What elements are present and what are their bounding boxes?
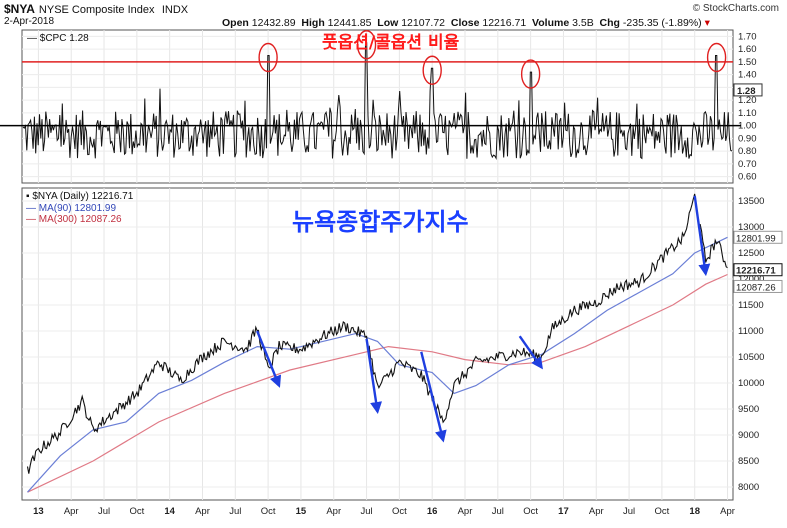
x-tick-label: Apr (720, 506, 735, 517)
nya-y-tick-label: 11000 (738, 326, 764, 337)
cpc-y-tick-label: 0.60 (738, 172, 757, 183)
high-label: High (301, 17, 325, 29)
symbol-text: $NYA (4, 2, 35, 16)
cpc-y-tick-label: 1.70 (738, 31, 757, 42)
ma300-line (27, 273, 728, 493)
nya-last-label-box (733, 263, 783, 277)
x-tick-label: 14 (164, 506, 175, 517)
chg-label: Chg (599, 17, 620, 29)
nya-y-tick-label: 12000 (738, 274, 764, 285)
volume-value: 3.5B (572, 17, 594, 29)
chart-symbol: $NYA NYSE Composite Index INDX (4, 2, 188, 16)
x-tick-label: Apr (326, 506, 341, 517)
ma90-line (27, 236, 728, 493)
x-tick-label: Oct (523, 506, 538, 517)
peak-highlight-circle (706, 42, 727, 73)
ohlc-readout: Open 12432.89 High 12441.85 Low 12107.72… (222, 17, 710, 29)
x-tick-label: Oct (655, 506, 670, 517)
x-tick-label: Oct (392, 506, 407, 517)
down-arrow (518, 335, 543, 370)
cpc-y-tick-label: 1.50 (738, 57, 757, 68)
nya-legend-ma90: — MA(90) 12801.99 (26, 203, 116, 214)
nya-y-tick-label: 13000 (738, 222, 764, 233)
x-tick-label: Oct (129, 506, 144, 517)
down-arrow (365, 338, 383, 414)
x-tick-label: Apr (64, 506, 79, 517)
down-arrow (256, 330, 282, 388)
x-tick-label: Apr (195, 506, 210, 517)
cpc-y-tick-label: 0.80 (738, 146, 757, 157)
cpc-last-value-label: 1.28 (737, 86, 756, 97)
cpc-legend: — $CPC 1.28 (27, 33, 89, 44)
nya-panel-frame (21, 187, 734, 501)
x-tick-label: 17 (558, 506, 569, 517)
cpc-panel-frame (21, 29, 734, 184)
x-tick-label: Jul (623, 506, 635, 517)
cpc-y-tick-label: 1.40 (738, 70, 757, 81)
x-tick-label: Apr (458, 506, 473, 517)
open-label: Open (222, 17, 249, 29)
cpc-y-tick-label: 1.00 (738, 121, 757, 132)
nya-y-tick-label: 8000 (738, 482, 759, 493)
x-tick-label: Jul (98, 506, 110, 517)
cpc-y-tick-label: 1.60 (738, 44, 757, 55)
nya-korean-annotation: 뉴욕종합주가지수 (292, 208, 469, 236)
cpc-y-tick-label: 0.90 (738, 133, 757, 144)
nya-y-tick-label: 10500 (738, 352, 764, 363)
x-tick-label: Jul (492, 506, 504, 517)
x-tick-label: Apr (589, 506, 604, 517)
nya-y-tick-label: 8500 (738, 456, 759, 467)
nya-last-label: 12087.26 (736, 282, 776, 293)
nya-last-label-box (733, 230, 783, 244)
down-arrow (693, 195, 711, 277)
nya-y-tick-label: 10000 (738, 378, 764, 389)
close-value: 12216.71 (482, 17, 527, 29)
nya-price-line (26, 193, 728, 474)
exchange-name: INDX (161, 4, 189, 16)
chg-value: -235.35 (-1.89%) (622, 17, 702, 29)
peak-highlight-circle (356, 30, 377, 60)
cpc-series-line (22, 42, 733, 160)
x-tick-label: Oct (261, 506, 276, 517)
open-value: 12432.89 (251, 17, 296, 29)
high-value: 12441.85 (327, 17, 372, 29)
nya-y-tick-label: 9500 (738, 404, 759, 415)
close-label: Close (450, 17, 480, 29)
cpc-y-tick-label: 1.20 (738, 95, 757, 106)
nya-last-label-box (733, 279, 783, 293)
chart-date: 2-Apr-2018 (4, 16, 55, 27)
index-name: NYSE Composite Index (38, 4, 155, 16)
nya-y-tick-label: 9000 (738, 430, 759, 441)
peak-highlight-circle (520, 59, 541, 89)
nya-legend-ma300: — MA(300) 12087.26 (26, 214, 122, 225)
nya-last-label: 12216.71 (736, 266, 776, 277)
down-arrow (420, 351, 447, 443)
nya-y-tick-label: 12500 (738, 248, 764, 259)
x-tick-label: 13 (33, 506, 44, 517)
x-tick-label: Jul (360, 506, 372, 517)
low-label: Low (377, 17, 399, 29)
peak-highlight-circle (422, 55, 442, 85)
nya-legend-price: ▪ $NYA (Daily) 12216.71 (26, 191, 134, 202)
x-tick-label: Jul (229, 506, 241, 517)
down-triangle-icon: ▾ (704, 17, 710, 29)
cpc-korean-annotation: 풋옵션/콜옵션 비율 (322, 33, 460, 53)
nya-y-tick-label: 13500 (738, 196, 764, 207)
x-tick-label: 15 (296, 506, 307, 517)
cpc-y-tick-label: 1.10 (738, 108, 757, 119)
nya-y-tick-label: 11500 (738, 300, 764, 311)
volume-label: Volume (532, 17, 570, 29)
low-value: 12107.72 (401, 17, 446, 29)
cpc-y-tick-label: 0.70 (738, 159, 757, 170)
nya-last-label: 12801.99 (736, 233, 776, 244)
x-tick-label: 16 (427, 506, 438, 517)
peak-highlight-circle (258, 42, 278, 73)
x-tick-label: 18 (689, 506, 700, 517)
stockcharts-credit: © StockCharts.com (692, 3, 779, 14)
cpc-last-value-box (733, 83, 763, 97)
